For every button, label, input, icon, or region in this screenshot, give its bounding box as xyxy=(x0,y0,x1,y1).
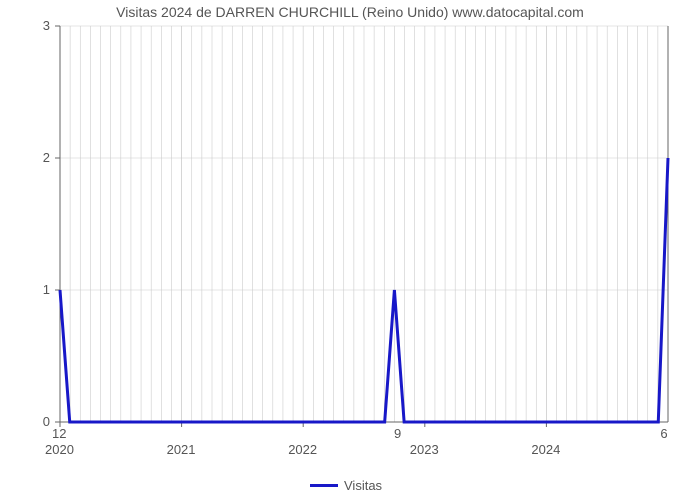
x-tick-label: 2021 xyxy=(167,442,196,457)
data-point-label: 9 xyxy=(394,426,401,441)
y-tick-label: 0 xyxy=(43,414,50,429)
data-point-label: 6 xyxy=(660,426,667,441)
y-tick-label: 3 xyxy=(43,18,50,33)
x-tick-label: 2023 xyxy=(410,442,439,457)
y-tick-label: 1 xyxy=(43,282,50,297)
x-tick-label: 2022 xyxy=(288,442,317,457)
x-tick-label: 2024 xyxy=(531,442,560,457)
visits-line-chart: Visitas 2024 de DARREN CHURCHILL (Reino … xyxy=(0,0,700,500)
y-tick-label: 2 xyxy=(43,150,50,165)
legend: Visitas xyxy=(310,478,382,493)
legend-swatch xyxy=(310,484,338,487)
legend-label: Visitas xyxy=(344,478,382,493)
data-point-label: 12 xyxy=(52,426,66,441)
x-tick-label: 2020 xyxy=(45,442,74,457)
plot-area xyxy=(0,0,700,500)
